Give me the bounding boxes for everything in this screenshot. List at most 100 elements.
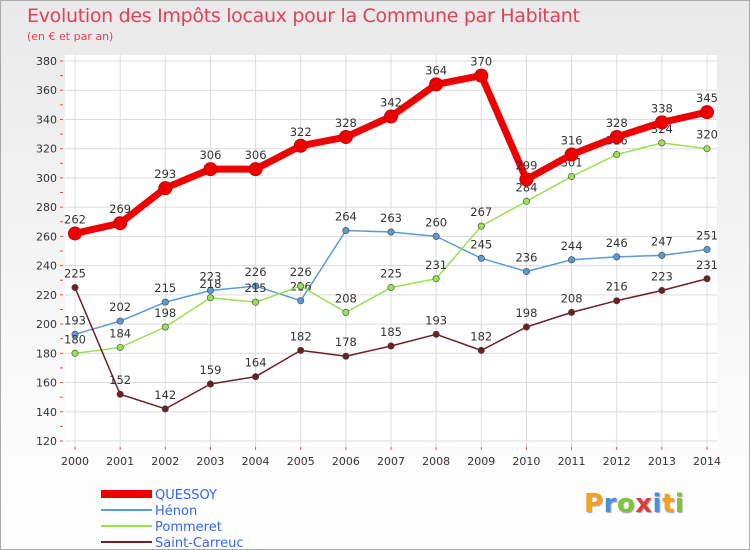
- data-point-quessoy: [293, 138, 308, 153]
- data-point-quessoy: [519, 172, 534, 187]
- x-tick-label: 2005: [287, 455, 315, 468]
- data-point-pommeret: [71, 349, 79, 357]
- data-point-pommeret: [387, 284, 395, 292]
- data-label-saint-carreuc: 159: [199, 363, 221, 377]
- data-label-saint-carreuc: 223: [651, 269, 673, 283]
- data-point-saint-carreuc: [161, 405, 169, 413]
- data-point-quessoy: [248, 162, 263, 177]
- x-tick-label: 2002: [151, 455, 179, 468]
- data-point-quessoy: [113, 216, 128, 231]
- x-tick-label: 2011: [558, 455, 586, 468]
- data-label-pommeret: 226: [290, 265, 312, 279]
- data-point-h-non: [161, 298, 169, 306]
- data-label-saint-carreuc: 182: [470, 329, 492, 343]
- y-tick-label: 200: [36, 318, 57, 331]
- data-point-h-non: [703, 246, 711, 254]
- y-tick-label: 140: [36, 406, 57, 419]
- logo-letter: r: [603, 489, 617, 519]
- x-tick-label: 2009: [467, 455, 495, 468]
- data-label-saint-carreuc: 178: [335, 335, 357, 349]
- data-point-h-non: [432, 232, 440, 240]
- x-tick-label: 2003: [196, 455, 224, 468]
- data-label-quessoy: 342: [380, 96, 402, 110]
- data-label-pommeret: 184: [109, 326, 131, 340]
- data-label-quessoy: 322: [290, 125, 312, 139]
- logo-letter: P: [584, 489, 604, 519]
- data-label-saint-carreuc: 193: [425, 313, 447, 327]
- data-label-h-non: 246: [606, 236, 628, 250]
- data-label-h-non: 202: [109, 300, 131, 314]
- data-label-saint-carreuc: 185: [380, 325, 402, 339]
- data-point-saint-carreuc: [116, 390, 124, 398]
- data-point-quessoy: [203, 162, 218, 177]
- y-tick-label: 220: [36, 289, 57, 302]
- legend-label-h-non: Hénon: [155, 504, 197, 519]
- logo-letter: t: [661, 489, 675, 519]
- logo-letter: i: [674, 489, 685, 519]
- data-point-pommeret: [342, 308, 350, 316]
- x-tick-label: 2008: [422, 455, 450, 468]
- data-label-h-non: 223: [199, 269, 221, 283]
- data-label-h-non: 251: [696, 229, 718, 243]
- data-point-saint-carreuc: [703, 275, 711, 283]
- y-tick-label: 160: [36, 377, 57, 390]
- data-label-quessoy: 328: [606, 116, 628, 130]
- data-label-h-non: 236: [515, 250, 537, 264]
- y-tick-label: 180: [36, 347, 57, 360]
- data-point-h-non: [116, 317, 124, 325]
- data-point-saint-carreuc: [252, 373, 260, 381]
- data-point-saint-carreuc: [568, 308, 576, 316]
- data-label-pommeret: 180: [64, 332, 86, 346]
- data-point-saint-carreuc: [613, 297, 621, 305]
- y-tick-label: 360: [36, 84, 57, 97]
- data-label-saint-carreuc: 208: [561, 291, 583, 305]
- data-point-saint-carreuc: [387, 342, 395, 350]
- data-label-quessoy: 306: [245, 148, 267, 162]
- data-point-pommeret: [116, 343, 124, 351]
- x-tick-label: 2010: [512, 455, 540, 468]
- data-point-saint-carreuc: [522, 323, 530, 331]
- data-point-quessoy: [384, 109, 398, 124]
- data-label-pommeret: 208: [335, 291, 357, 305]
- data-label-saint-carreuc: 216: [606, 280, 628, 294]
- data-label-quessoy: 299: [515, 158, 537, 172]
- data-label-h-non: 215: [154, 281, 176, 295]
- data-label-quessoy: 338: [651, 101, 673, 115]
- data-label-quessoy: 345: [696, 91, 718, 105]
- y-tick-label: 340: [36, 113, 57, 126]
- data-point-pommeret: [432, 275, 440, 283]
- data-label-h-non: 193: [64, 313, 86, 327]
- data-label-h-non: 244: [561, 239, 583, 253]
- data-label-pommeret: 225: [380, 267, 402, 281]
- data-label-quessoy: 364: [425, 63, 447, 77]
- x-tick-label: 2013: [648, 455, 676, 468]
- legend-label-quessoy: QUESSOY: [155, 488, 217, 503]
- data-point-pommeret: [568, 172, 576, 180]
- data-point-pommeret: [658, 139, 666, 147]
- y-tick-label: 320: [36, 143, 57, 156]
- data-label-pommeret: 215: [245, 281, 267, 295]
- y-tick-label: 240: [36, 260, 57, 273]
- data-label-quessoy: 328: [335, 116, 357, 130]
- data-point-saint-carreuc: [658, 286, 666, 294]
- data-point-h-non: [477, 254, 485, 262]
- logo-letter: o: [616, 489, 636, 519]
- data-label-quessoy: 370: [470, 55, 492, 69]
- chart-subtitle: (en € et par an): [27, 30, 114, 43]
- data-point-quessoy: [564, 147, 579, 162]
- data-label-saint-carreuc: 164: [245, 356, 267, 370]
- data-label-pommeret: 267: [470, 205, 492, 219]
- x-tick-label: 2001: [106, 455, 134, 468]
- data-point-pommeret: [297, 282, 305, 290]
- data-label-quessoy: 293: [154, 167, 176, 181]
- data-point-pommeret: [703, 145, 711, 153]
- data-point-h-non: [71, 330, 79, 338]
- data-point-h-non: [297, 297, 305, 305]
- data-label-saint-carreuc: 231: [696, 258, 718, 272]
- data-label-h-non: 264: [335, 210, 357, 224]
- data-label-quessoy: 269: [109, 202, 131, 216]
- data-point-h-non: [252, 282, 260, 290]
- chart-title: Evolution des Impôts locaux pour la Comm…: [27, 5, 580, 27]
